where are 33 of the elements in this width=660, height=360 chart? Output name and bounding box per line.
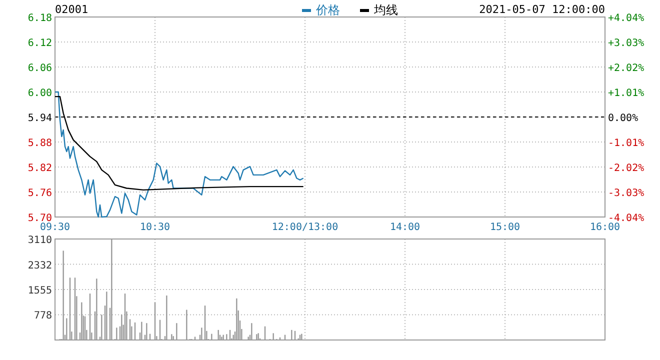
x-tick-label: 14:00 <box>390 222 420 233</box>
y2-tick-label: +3.03% <box>608 38 644 49</box>
y-tick-label: 6.18 <box>28 13 52 24</box>
y2-tick-label: -4.04% <box>608 213 644 224</box>
y-tick-label: 6.12 <box>28 38 52 49</box>
y-tick-label: 2332 <box>28 260 52 272</box>
y2-tick-label: 0.00% <box>608 113 638 124</box>
legend-label: 均线 <box>373 3 398 17</box>
x-tick-label: 16:00 <box>590 222 620 233</box>
legend-label: 价格 <box>315 3 340 17</box>
chart-title: 02001 <box>55 3 88 16</box>
y-tick-label: 6.00 <box>28 88 52 99</box>
y2-tick-label: +4.04% <box>608 13 644 24</box>
y-tick-label: 5.94 <box>28 113 52 124</box>
line-series <box>54 91 304 218</box>
y-tick-label: 1555 <box>28 286 52 296</box>
y-tick-label: 5.70 <box>28 213 52 224</box>
y-tick-label: 5.82 <box>28 163 52 174</box>
y2-tick-label: -2.02% <box>608 163 644 174</box>
text: 2021-05-07 12:00:00 <box>479 3 605 16</box>
x-tick-label: 10:30 <box>140 222 170 233</box>
y2-tick-label: -1.01% <box>608 138 644 149</box>
x-tick-label: 12:00/13:00 <box>272 222 338 233</box>
x-tick-label: 15:00 <box>490 222 520 233</box>
y-tick-label: 5.76 <box>28 188 52 199</box>
y-tick-label: 3110 <box>28 235 52 246</box>
y2-tick-label: +2.02% <box>608 63 644 74</box>
y-tick-label: 6.06 <box>28 63 52 74</box>
y2-tick-label: +1.01% <box>608 88 644 99</box>
y-tick-label: 5.88 <box>28 138 52 149</box>
y-tick-label: 778 <box>34 310 52 322</box>
y2-tick-label: -3.03% <box>608 188 644 199</box>
x-tick-label: 09:30 <box>40 222 70 233</box>
